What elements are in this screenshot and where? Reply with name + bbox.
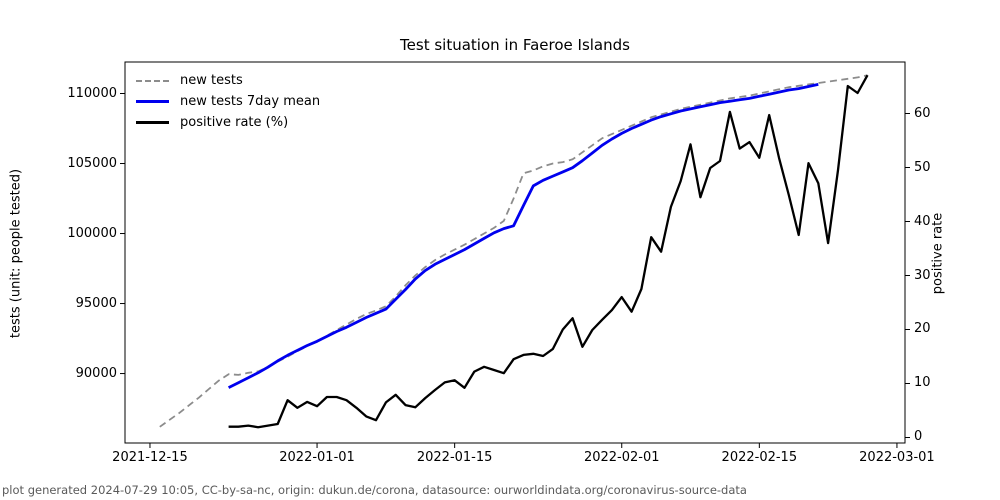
ytickL-label: 95000 — [75, 295, 117, 311]
footer-note: plot generated 2024-07-29 10:05, CC-by-s… — [2, 483, 747, 497]
ytickR-label: 60 — [914, 105, 931, 121]
solid-line-sample-icon — [136, 100, 169, 103]
xtick-label: 2022-02-01 — [583, 450, 660, 465]
legend: new tests new tests 7day mean positive r… — [136, 68, 327, 135]
xtick-label: 2022-03-01 — [859, 450, 935, 465]
ytickL-label: 110000 — [67, 85, 117, 101]
ytickR-label: 0 — [914, 429, 923, 445]
chart-title: Test situation in Faeroe Islands — [400, 36, 630, 54]
legend-label: new tests 7day mean — [180, 94, 321, 109]
axes-frame — [124, 61, 906, 444]
solid-line-sample-icon — [136, 121, 169, 124]
legend-label: new tests — [180, 73, 243, 88]
xtick-label: 2022-01-15 — [416, 450, 493, 465]
legend-item-new-tests: new tests — [136, 70, 320, 91]
legend-item-new-tests-7day-mean: new tests 7day mean — [136, 91, 320, 112]
ytickR-label: 40 — [914, 213, 931, 229]
xtick-label: 2021-12-15 — [112, 450, 188, 465]
ytickR-label: 30 — [914, 267, 931, 283]
xtick-label: 2022-01-01 — [279, 450, 355, 465]
series-new-tests-7day-mean — [227, 83, 819, 389]
dashed-line-sample-icon — [136, 79, 169, 82]
legend-label: positive rate (%) — [180, 115, 289, 130]
ytickL-label: 105000 — [67, 155, 117, 171]
ytickR-label: 20 — [914, 321, 931, 337]
ytickL-label: 100000 — [67, 225, 117, 241]
series-positive-rate- — [228, 74, 869, 429]
ytickR-label: 10 — [914, 375, 931, 391]
xtick-label: 2022-02-15 — [721, 450, 798, 465]
ytickL-label: 90000 — [75, 365, 117, 381]
ytickR-label: 50 — [914, 159, 931, 175]
legend-item-positive-rate: positive rate (%) — [136, 112, 320, 133]
